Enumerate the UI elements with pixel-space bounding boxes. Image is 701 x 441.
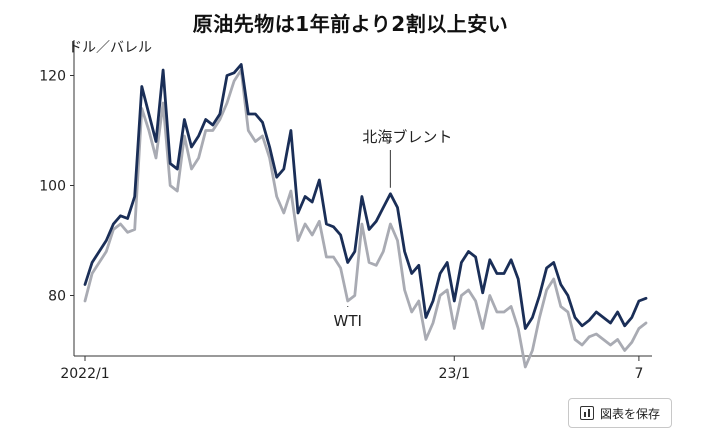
bar-chart-icon (579, 406, 594, 420)
save-chart-button[interactable]: 図表を保存 (568, 398, 672, 428)
y-axis-label: ドル／バレル (68, 40, 152, 56)
save-chart-label: 図表を保存 (599, 406, 660, 421)
annotation-brent: 北海ブレント (362, 128, 452, 146)
x-tick-label: 7 (634, 366, 643, 382)
series-line (83, 68, 648, 369)
y-tick-label: 100 (39, 179, 66, 195)
x-tick-label: 23/1 (439, 366, 470, 382)
chart-title: 原油先物は1年前より2割以上安い (192, 12, 509, 36)
annotation-wti: WTI (334, 312, 362, 330)
y-tick-label: 120 (39, 69, 66, 85)
x-tick-label: 2022/1 (60, 366, 109, 382)
series-line (83, 63, 648, 330)
y-tick-label: 80 (48, 289, 66, 305)
